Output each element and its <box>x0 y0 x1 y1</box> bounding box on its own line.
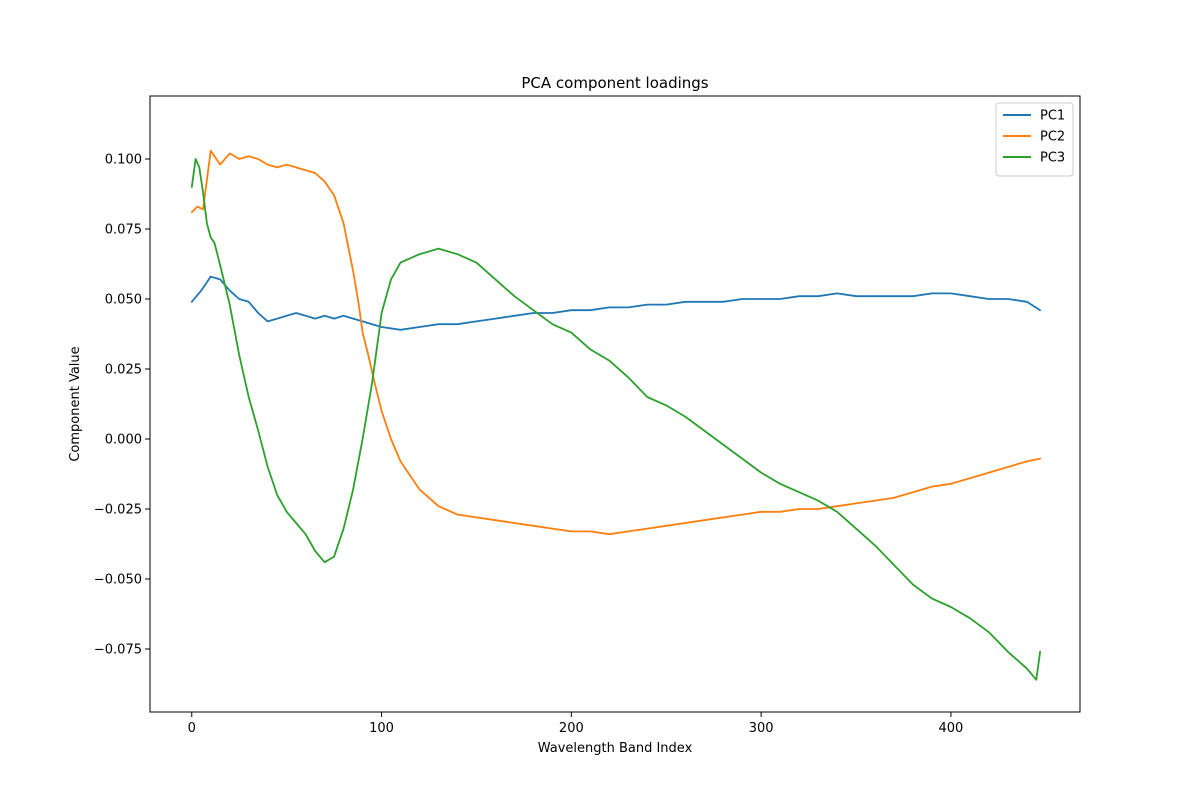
series-line-pc3 <box>190 158 1041 681</box>
y-tick-label: 0.075 <box>105 223 142 238</box>
legend-label-pc3: PC3 <box>1040 151 1065 166</box>
y-tick-label: −0.025 <box>94 503 142 518</box>
legend-label-pc2: PC2 <box>1040 130 1065 145</box>
y-tick-label: 0.000 <box>105 433 142 448</box>
y-tick-label: −0.050 <box>94 573 142 588</box>
x-tick-label: 0 <box>188 721 196 736</box>
series-line-pc1 <box>190 275 1041 331</box>
legend: PC1 PC2 PC3 <box>995 102 1074 177</box>
x-axis-ticks: 0 100 200 300 400 <box>188 712 964 736</box>
plot-area <box>150 96 1080 712</box>
y-tick-label: 0.025 <box>105 363 142 378</box>
series-line-pc2 <box>190 149 1041 536</box>
x-tick-label: 200 <box>559 721 584 736</box>
series-layer <box>190 149 1041 681</box>
y-tick-label: 0.100 <box>105 153 142 168</box>
y-tick-label: 0.050 <box>105 293 142 308</box>
x-tick-label: 100 <box>369 721 394 736</box>
y-axis-label: Component Value <box>68 346 83 461</box>
y-tick-label: −0.075 <box>94 643 142 658</box>
chart-title: PCA component loadings <box>521 74 708 92</box>
x-tick-label: 400 <box>939 721 964 736</box>
x-axis-label: Wavelength Band Index <box>538 741 693 756</box>
x-tick-label: 300 <box>749 721 774 736</box>
y-axis-ticks: −0.075 −0.050 −0.025 0.000 0.025 0.050 0.075 0.… <box>94 153 150 658</box>
axes-frame <box>149 95 1081 713</box>
legend-label-pc1: PC1 <box>1040 109 1065 124</box>
